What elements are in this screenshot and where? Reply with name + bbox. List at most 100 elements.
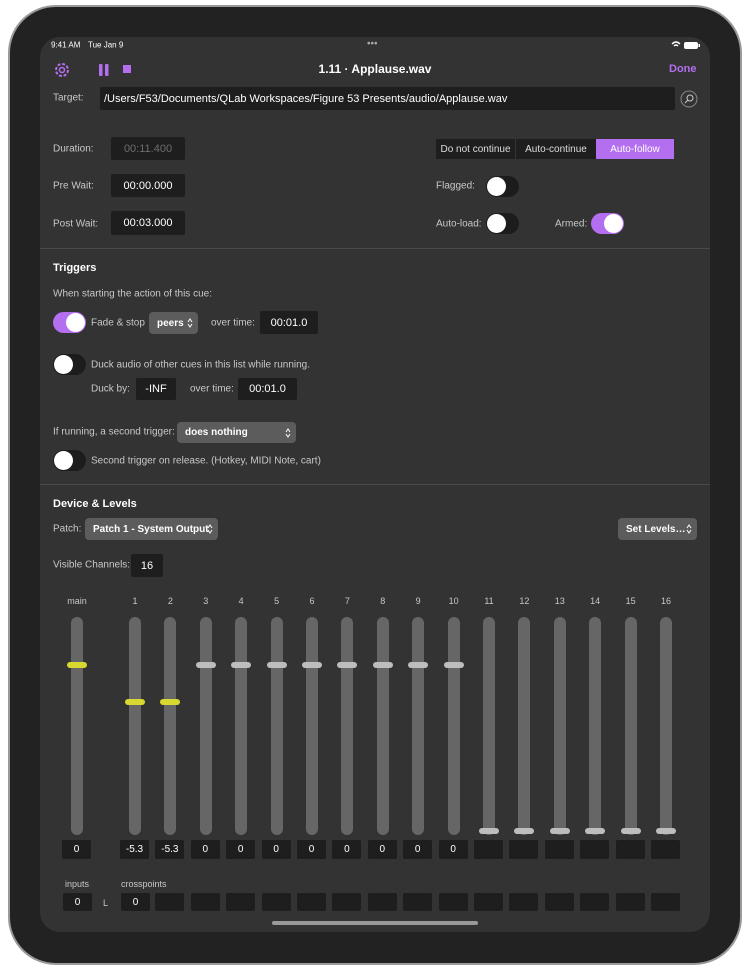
fader-thumb[interactable] <box>266 662 287 668</box>
level-field[interactable]: 0 <box>367 840 397 859</box>
stop-button[interactable] <box>122 64 132 74</box>
crosspoint-field[interactable] <box>332 893 362 911</box>
second-trigger-popup[interactable]: does nothing <box>177 422 296 443</box>
timing-value[interactable]: 00:03.000 <box>111 211 185 235</box>
channel-label: 3 <box>203 596 209 606</box>
flagged-toggle[interactable] <box>486 176 519 197</box>
fader-thumb[interactable] <box>549 828 570 834</box>
multitask-dots: ••• <box>367 38 378 50</box>
fader-thumb[interactable] <box>656 828 676 834</box>
crosspoint-field[interactable] <box>190 893 220 911</box>
continue-option[interactable]: Do not continue <box>436 139 515 159</box>
label: When starting the action of this cue: <box>53 288 212 300</box>
fader-thumb[interactable] <box>585 828 606 834</box>
level-field[interactable]: 0 <box>226 840 256 859</box>
release-toggle[interactable] <box>53 450 86 471</box>
input-field[interactable]: 0 <box>63 893 92 911</box>
status-date: Tue Jan 9 <box>88 40 124 50</box>
separator <box>40 248 710 249</box>
label: Visible Channels: <box>53 559 131 571</box>
crosspoint-field[interactable] <box>615 893 645 911</box>
popup-text: Patch 1 - System Output <box>93 523 209 535</box>
duck-field[interactable]: -INF <box>136 378 176 400</box>
settings-button[interactable] <box>53 61 71 79</box>
timing-label: Pre Wait: <box>53 180 94 192</box>
label: Duck by: <box>91 383 130 395</box>
fader-thumb[interactable] <box>443 662 464 668</box>
level-field[interactable] <box>474 840 503 859</box>
fader-track <box>660 617 672 835</box>
fader-track <box>164 617 177 835</box>
channel-label: 12 <box>519 596 530 606</box>
crosspoint-field[interactable] <box>580 893 610 911</box>
channel-label: 8 <box>380 596 386 606</box>
target-popup[interactable]: peers <box>149 312 198 334</box>
flag-label: Auto-load: <box>436 218 482 230</box>
level-field[interactable]: -5.3 <box>120 840 149 859</box>
label: Duck audio of other cues in this list wh… <box>91 359 311 371</box>
level-field[interactable]: 0 <box>438 840 468 859</box>
continue-option[interactable]: Auto-follow <box>596 139 674 159</box>
crosspoint-field[interactable] <box>544 893 574 911</box>
timing-value[interactable]: 00:11.400 <box>111 137 185 160</box>
level-field[interactable]: 0 <box>190 840 220 859</box>
fader-thumb[interactable] <box>125 699 145 706</box>
fader-thumb[interactable] <box>67 662 87 668</box>
crosspoint-field[interactable] <box>367 893 397 911</box>
duck-toggle[interactable] <box>53 354 86 375</box>
level-field[interactable]: 0 <box>332 840 362 859</box>
crosspoint-field[interactable] <box>297 893 326 911</box>
level-field[interactable] <box>580 840 610 859</box>
crosspoint-field[interactable] <box>155 893 185 911</box>
timing-value[interactable]: 00:00.000 <box>111 174 185 197</box>
fader-thumb[interactable] <box>231 662 252 668</box>
level-field[interactable]: -5.3 <box>155 840 185 859</box>
visible-field[interactable]: 16 <box>131 554 163 577</box>
screen: 9:41 AM Tue Jan 9 ••• 1.11 · Applause.wa… <box>40 37 710 932</box>
crosspoint-field[interactable] <box>261 893 291 911</box>
status-time: 9:41 AM <box>51 40 81 50</box>
search-button[interactable] <box>680 90 698 108</box>
crosspoint-field[interactable] <box>651 893 680 911</box>
patch-popup[interactable]: Patch 1 - System Output <box>85 518 218 540</box>
fader-track <box>199 617 212 835</box>
level-field[interactable]: 0 <box>403 840 433 859</box>
time-field[interactable]: 00:01.0 <box>238 378 297 400</box>
fader-thumb[interactable] <box>514 828 535 834</box>
crosspoint-field[interactable] <box>509 893 539 911</box>
fader-thumb[interactable] <box>479 828 499 834</box>
fader-thumb[interactable] <box>337 662 358 668</box>
fader-thumb[interactable] <box>620 828 641 834</box>
level-field[interactable] <box>651 840 680 859</box>
level-field[interactable] <box>509 840 539 859</box>
crosspoint-field[interactable]: 0 <box>121 893 150 911</box>
target-path[interactable]: /Users/F53/Documents/QLab Workspaces/Fig… <box>100 87 675 110</box>
fader-thumb[interactable] <box>195 662 216 668</box>
fader-track <box>553 617 566 835</box>
level-field[interactable]: 0 <box>62 840 91 859</box>
level-field[interactable] <box>615 840 645 859</box>
armed-toggle[interactable] <box>591 213 624 234</box>
set-levels-button[interactable]: Set Levels… <box>618 518 697 540</box>
crosspoint-field[interactable] <box>403 893 433 911</box>
label: over time: <box>190 383 234 395</box>
fade-stop-toggle[interactable] <box>53 312 86 333</box>
level-field[interactable]: 0 <box>297 840 326 859</box>
section-title: Device & Levels <box>53 498 137 510</box>
crosspoint-field[interactable] <box>474 893 503 911</box>
time-field[interactable]: 00:01.0 <box>260 311 318 334</box>
crosspoint-field[interactable] <box>226 893 256 911</box>
fader-thumb[interactable] <box>372 662 393 668</box>
auto-load-toggle[interactable] <box>486 213 519 234</box>
section-title: Triggers <box>53 262 97 274</box>
level-field[interactable]: 0 <box>261 840 291 859</box>
fader-thumb[interactable] <box>408 662 429 668</box>
timing-label: Post Wait: <box>53 218 99 230</box>
fader-thumb[interactable] <box>302 662 322 668</box>
continue-option[interactable]: Auto-continue <box>516 139 596 159</box>
pause-button[interactable] <box>98 63 110 77</box>
done-button[interactable]: Done <box>669 63 697 75</box>
fader-thumb[interactable] <box>160 699 181 706</box>
level-field[interactable] <box>544 840 574 859</box>
crosspoint-field[interactable] <box>438 893 468 911</box>
